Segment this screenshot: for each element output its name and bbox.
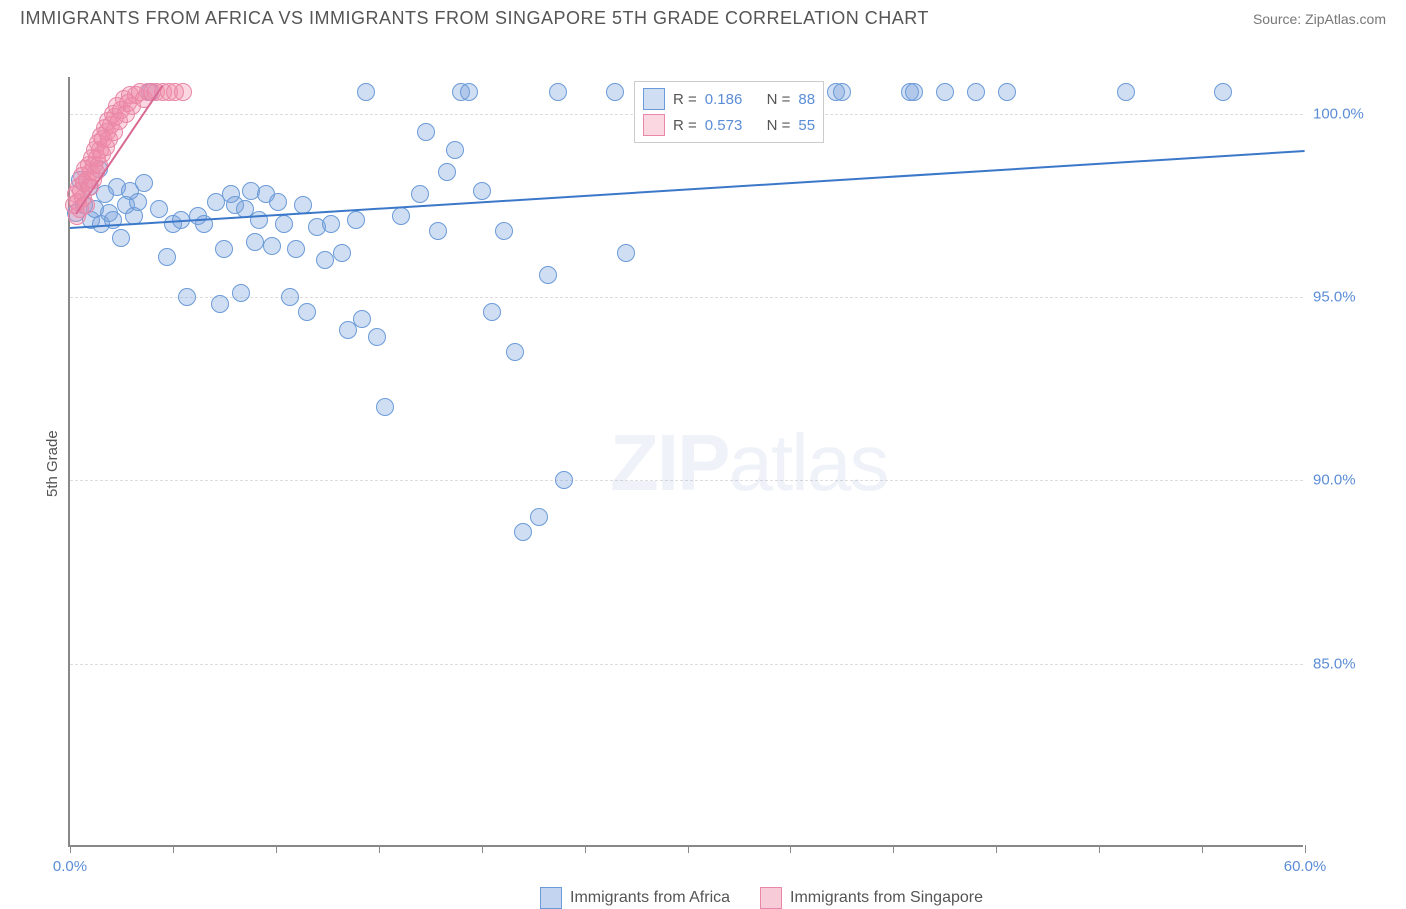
scatter-point [174,83,192,101]
stats-r-value: 0.186 [705,91,743,108]
scatter-point [495,222,513,240]
scatter-point [438,163,456,181]
scatter-point [998,83,1016,101]
scatter-point [250,211,268,229]
scatter-point [150,200,168,218]
y-tick-label: 85.0% [1313,655,1373,672]
scatter-point [263,237,281,255]
stats-n-value: 88 [798,91,815,108]
grid-line [70,297,1303,298]
scatter-point [555,471,573,489]
scatter-point [905,83,923,101]
x-tick [173,845,174,853]
scatter-point [549,83,567,101]
scatter-point [368,328,386,346]
scatter-point [275,215,293,233]
scatter-point [392,207,410,225]
x-tick-label: 0.0% [53,858,87,875]
plot-area: 85.0%90.0%95.0%100.0%0.0%60.0%5th GradeZ… [68,77,1303,847]
x-tick [379,845,380,853]
scatter-point [298,303,316,321]
y-axis-label: 5th Grade [44,430,61,497]
stats-box: R = 0.186 N = 88R = 0.573 N = 55 [634,81,824,143]
scatter-point [539,266,557,284]
scatter-point [158,248,176,266]
scatter-point [287,240,305,258]
y-tick-label: 95.0% [1313,289,1373,306]
scatter-point [514,523,532,541]
x-tick [585,845,586,853]
legend-item: Immigrants from Singapore [760,887,983,909]
legend: Immigrants from Africa Immigrants from Si… [540,887,983,909]
x-tick [996,845,997,853]
scatter-point [129,193,147,211]
scatter-point [483,303,501,321]
legend-swatch [643,88,665,110]
scatter-point [967,83,985,101]
scatter-point [376,398,394,416]
y-tick-label: 90.0% [1313,472,1373,489]
legend-swatch [760,887,782,909]
scatter-point [417,123,435,141]
scatter-point [246,233,264,251]
x-tick [482,845,483,853]
scatter-point [269,193,287,211]
stats-label: R = [673,91,697,108]
scatter-point [135,174,153,192]
scatter-point [232,284,250,302]
x-tick [70,845,71,853]
stats-label: R = [673,117,697,134]
x-tick [1099,845,1100,853]
scatter-point [316,251,334,269]
scatter-point [606,83,624,101]
scatter-point [833,83,851,101]
stats-r-value: 0.573 [705,117,743,134]
scatter-point [411,185,429,203]
scatter-point [1214,83,1232,101]
watermark: ZIPatlas [610,417,887,509]
x-tick [1202,845,1203,853]
scatter-point [322,215,340,233]
scatter-point [112,229,130,247]
scatter-point [936,83,954,101]
legend-swatch [540,887,562,909]
scatter-point [460,83,478,101]
x-tick-label: 60.0% [1284,858,1327,875]
legend-item: Immigrants from Africa [540,887,730,909]
stats-n-value: 55 [798,117,815,134]
grid-line [70,664,1303,665]
stats-row: R = 0.186 N = 88 [643,86,815,112]
scatter-point [1117,83,1135,101]
scatter-point [178,288,196,306]
scatter-point [281,288,299,306]
scatter-point [506,343,524,361]
stats-label: N = [767,91,791,108]
x-tick [688,845,689,853]
x-tick [276,845,277,853]
chart-header: IMMIGRANTS FROM AFRICA VS IMMIGRANTS FRO… [0,0,1406,33]
y-tick-label: 100.0% [1313,105,1373,122]
x-tick [790,845,791,853]
x-tick [1305,845,1306,853]
scatter-point [215,240,233,258]
stats-label: N = [767,117,791,134]
scatter-point [333,244,351,262]
scatter-point [617,244,635,262]
scatter-point [530,508,548,526]
chart-title: IMMIGRANTS FROM AFRICA VS IMMIGRANTS FRO… [20,8,929,29]
chart-source: Source: ZipAtlas.com [1253,11,1386,27]
grid-line [70,480,1303,481]
scatter-point [446,141,464,159]
scatter-point [353,310,371,328]
scatter-point [429,222,447,240]
scatter-point [357,83,375,101]
scatter-point [347,211,365,229]
stats-row: R = 0.573 N = 55 [643,112,815,138]
scatter-point [473,182,491,200]
legend-swatch [643,114,665,136]
x-tick [893,845,894,853]
scatter-point [211,295,229,313]
